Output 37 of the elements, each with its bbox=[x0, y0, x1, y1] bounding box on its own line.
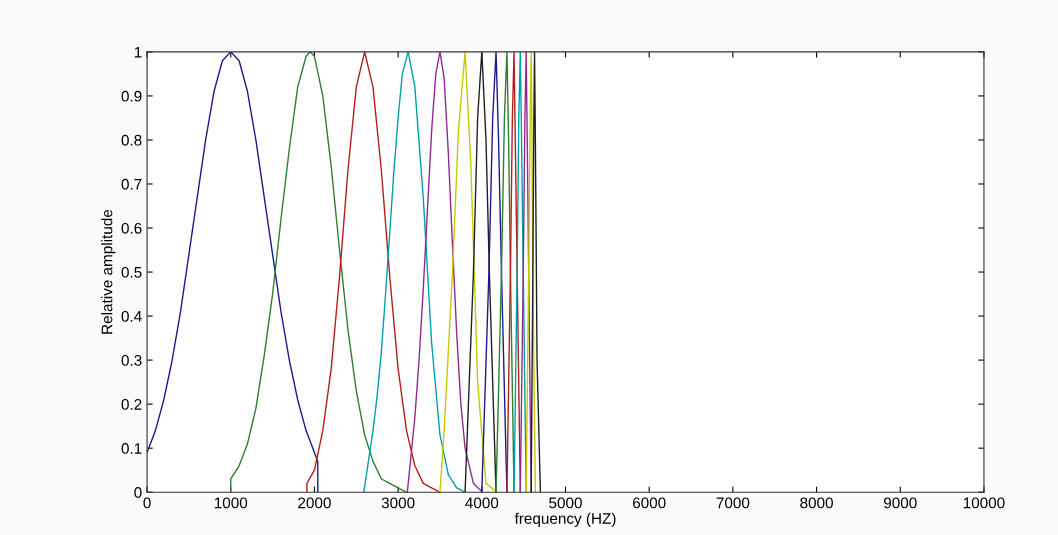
x-tick-label: 7000 bbox=[716, 497, 750, 509]
line-series bbox=[230, 51, 408, 493]
line-series bbox=[506, 51, 522, 493]
y-tick-label: 1 bbox=[134, 46, 142, 58]
y-tick-label: 0.8 bbox=[121, 134, 142, 146]
x-tick-label: 6000 bbox=[632, 497, 666, 509]
line-series bbox=[306, 51, 441, 493]
x-tick-label: 9000 bbox=[883, 497, 917, 509]
line-series bbox=[439, 51, 498, 493]
line-series bbox=[464, 51, 497, 493]
x-axis-title: frequency (HZ) bbox=[514, 512, 616, 527]
line-series bbox=[363, 51, 466, 493]
y-tick-label: 0.1 bbox=[121, 443, 142, 454]
y-axis-title: Relative amplitude bbox=[101, 209, 116, 334]
y-tick-label: 0.2 bbox=[121, 399, 142, 410]
line-series bbox=[530, 51, 542, 493]
y-tick-label: 0 bbox=[134, 487, 142, 498]
line-series bbox=[525, 51, 537, 493]
x-tick-label: 0 bbox=[143, 497, 151, 509]
y-tick-label: 0.9 bbox=[121, 90, 142, 102]
line-series bbox=[406, 51, 484, 493]
y-tick-label: 0.3 bbox=[121, 354, 142, 366]
x-tick-label: 5000 bbox=[549, 497, 582, 509]
line-series bbox=[495, 51, 515, 493]
x-tick-label: 8000 bbox=[800, 497, 833, 509]
y-tick-label: 0.5 bbox=[121, 266, 142, 278]
y-tick-label: 0.7 bbox=[121, 178, 142, 190]
x-tick-label: 2000 bbox=[298, 497, 331, 509]
x-tick-label: 3000 bbox=[381, 497, 415, 509]
x-tick-label: 4000 bbox=[465, 497, 499, 509]
line-series bbox=[519, 51, 532, 493]
y-tick-label: 0.6 bbox=[121, 222, 142, 234]
x-tick-label: 10000 bbox=[963, 497, 1005, 509]
line-series bbox=[481, 51, 508, 493]
x-tick-label: 1000 bbox=[214, 497, 248, 509]
line-series bbox=[513, 51, 527, 493]
y-tick-label: 0.4 bbox=[121, 310, 142, 322]
